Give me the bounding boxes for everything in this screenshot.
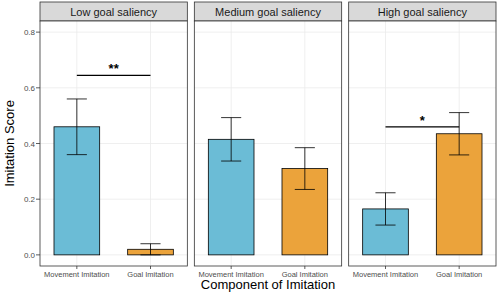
- error-bar: [67, 99, 87, 155]
- error-cap: [295, 147, 315, 148]
- grid-line: [349, 32, 496, 33]
- significance-label: **: [109, 61, 120, 76]
- x-tick: [150, 266, 151, 269]
- grid-line-x: [150, 21, 151, 266]
- x-tick-label: Movement Imitation: [198, 270, 263, 279]
- error-stem: [459, 113, 460, 155]
- x-tick-label: Goal Imitation: [282, 270, 328, 279]
- y-tick: [36, 143, 40, 144]
- panel-background: [40, 21, 187, 266]
- x-tick-label: Goal Imitation: [436, 270, 482, 279]
- panel-border: [40, 21, 187, 266]
- strip: [194, 2, 341, 21]
- panel-background: [349, 21, 496, 266]
- error-cap: [295, 189, 315, 190]
- y-tick: [36, 199, 40, 200]
- error-stem: [385, 193, 386, 225]
- grid-line: [194, 87, 341, 88]
- grid-line: [349, 87, 496, 88]
- error-bar: [221, 118, 241, 161]
- error-cap: [67, 154, 87, 155]
- error-cap: [140, 243, 160, 244]
- panel-title: High goal saliency: [378, 6, 468, 18]
- significance-label: *: [420, 113, 426, 128]
- marks: [54, 75, 173, 255]
- panel-border: [349, 21, 496, 266]
- chart: Imitation Score Component of Imitation 0.0…: [0, 0, 500, 294]
- error-cap: [221, 161, 241, 162]
- x-tick-label: Movement Imitation: [44, 270, 109, 279]
- error-stem: [76, 99, 77, 155]
- grid-line: [40, 32, 187, 33]
- y-tick: [36, 32, 40, 33]
- grid-line: [40, 87, 187, 88]
- panel-title: Medium goal saliency: [215, 6, 321, 18]
- y-tick: [36, 87, 40, 88]
- error-cap: [67, 98, 87, 99]
- y-axis-title: Imitation Score: [2, 100, 17, 187]
- x-tick: [231, 266, 232, 269]
- error-stem: [150, 244, 151, 255]
- error-cap: [449, 154, 469, 155]
- x-tick: [304, 266, 305, 269]
- error-cap: [221, 117, 241, 118]
- y-tick-label: 0.8: [24, 28, 36, 37]
- error-bar: [295, 148, 315, 190]
- error-bar: [375, 193, 395, 225]
- x-tick-label: Movement Imitation: [353, 270, 418, 279]
- error-bar: [449, 113, 469, 155]
- panel-border: [194, 21, 341, 266]
- error-cap: [375, 192, 395, 193]
- y-tick-label: 0.2: [24, 195, 36, 204]
- marks: [208, 118, 327, 255]
- strip: [349, 2, 496, 21]
- strip: [40, 2, 187, 21]
- error-cap: [140, 254, 160, 255]
- y-tick-label: 0.0: [24, 251, 36, 260]
- x-axis-title: Component of Imitation: [201, 277, 335, 292]
- grid-line: [194, 32, 341, 33]
- error-cap: [449, 112, 469, 113]
- panel-title: Low goal saliency: [70, 6, 157, 18]
- marks: [363, 113, 482, 255]
- error-stem: [304, 148, 305, 190]
- y-tick: [36, 254, 40, 255]
- x-tick: [385, 266, 386, 269]
- x-tick: [459, 266, 460, 269]
- error-cap: [375, 225, 395, 226]
- y-tick-label: 0.4: [24, 140, 36, 149]
- x-tick: [76, 266, 77, 269]
- panel-background: [194, 21, 341, 266]
- x-tick-label: Goal Imitation: [127, 270, 173, 279]
- y-tick-label: 0.6: [24, 84, 36, 93]
- error-bar: [140, 244, 160, 255]
- error-stem: [231, 118, 232, 161]
